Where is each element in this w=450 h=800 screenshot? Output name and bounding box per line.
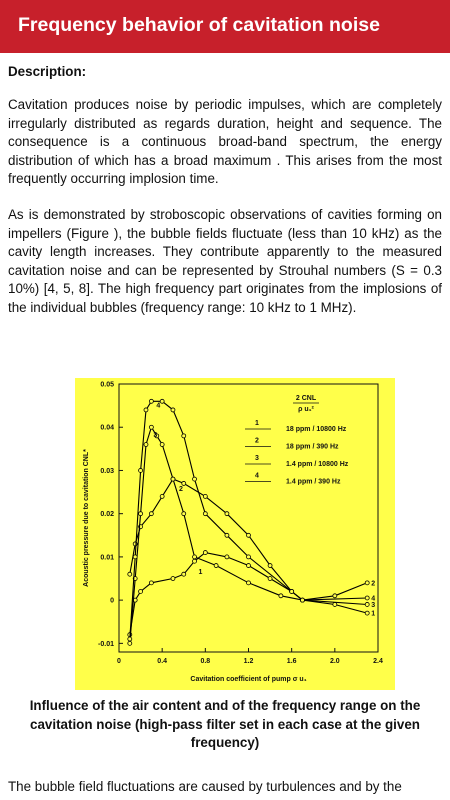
legend-title: 2 CNL	[296, 395, 317, 402]
x-tick-label: 1.6	[287, 658, 297, 665]
y-axis-title: Acoustic pressure due to cavitation CNL*	[83, 449, 90, 587]
description-label: Description:	[8, 64, 87, 79]
data-point	[170, 576, 176, 581]
data-point	[364, 595, 370, 601]
data-point	[192, 554, 197, 560]
y-tick-label: -0.01	[98, 641, 114, 648]
data-point	[138, 468, 143, 473]
x-tick-label: 0.8	[200, 658, 210, 665]
data-point	[202, 493, 208, 499]
data-point	[289, 589, 295, 594]
legend-number: 3	[255, 455, 259, 462]
data-point	[278, 593, 284, 599]
data-point	[332, 602, 338, 607]
legend-number: 4	[255, 473, 259, 480]
data-point	[154, 433, 160, 439]
y-tick-label: 0.04	[100, 425, 114, 432]
data-point	[246, 580, 251, 586]
data-point	[202, 511, 208, 517]
legend-number: 1	[255, 420, 259, 427]
y-tick-label: 0	[110, 598, 114, 605]
data-point	[192, 558, 197, 564]
data-point	[332, 593, 338, 599]
series-end-label: 1	[371, 611, 375, 618]
data-point	[159, 493, 165, 499]
series-end-label: 4	[371, 595, 375, 602]
data-point	[181, 571, 187, 577]
y-tick-label: 0.02	[100, 511, 114, 518]
data-point	[127, 640, 133, 646]
data-point	[181, 481, 187, 486]
data-point	[224, 511, 230, 517]
data-point	[159, 398, 165, 404]
x-tick-label: 1.2	[244, 658, 254, 665]
data-point	[192, 476, 197, 482]
y-tick-label: 0.03	[100, 468, 114, 475]
series-inline-label: 1	[199, 569, 203, 576]
data-point	[148, 511, 154, 517]
data-point	[246, 554, 251, 560]
x-axis-title: Cavitation coefficient of pump σ u₁	[190, 676, 306, 683]
y-tick-label: 0.01	[100, 554, 114, 561]
data-point	[181, 511, 187, 517]
paragraph: The bubble field fluctuations are caused…	[8, 779, 402, 794]
data-point	[181, 433, 187, 439]
data-point	[246, 532, 251, 538]
legend-label: 18 ppm / 390 Hz	[286, 444, 339, 451]
data-point	[127, 571, 133, 577]
header-bar: Frequency behavior of cavitation noise	[0, 0, 450, 53]
y-tick-label: 0.05	[100, 382, 114, 389]
paragraph: Cavitation produces noise by periodic im…	[8, 97, 442, 187]
data-point	[267, 563, 273, 568]
data-point	[267, 576, 273, 581]
data-point	[364, 602, 370, 607]
legend-label: 1.4 ppm / 10800 Hz	[286, 461, 349, 468]
data-point	[143, 407, 149, 413]
data-point	[148, 398, 154, 404]
data-point	[364, 610, 370, 616]
series-inline-label: 4	[156, 402, 160, 409]
data-point	[364, 580, 370, 586]
x-tick-label: 0	[117, 658, 121, 665]
data-point	[143, 442, 149, 447]
data-point	[170, 407, 176, 413]
data-point	[138, 589, 143, 594]
data-point	[159, 442, 165, 447]
data-point	[202, 550, 208, 555]
series-inline-label: 2	[179, 486, 183, 493]
series-inline-label: 3	[153, 432, 157, 439]
series-end-label: 3	[371, 602, 375, 609]
data-point	[213, 563, 219, 568]
legend-title: ρ u₁²	[298, 406, 314, 413]
x-tick-label: 2.0	[330, 658, 340, 665]
figure-caption: Influence of the air content and of the …	[29, 698, 421, 751]
data-point	[148, 580, 154, 586]
legend-label: 18 ppm / 10800 Hz	[286, 426, 347, 433]
data-point	[148, 424, 154, 430]
data-point	[224, 554, 230, 560]
data-point	[127, 636, 133, 642]
x-tick-label: 0.4	[157, 658, 167, 665]
legend-number: 2	[255, 438, 259, 445]
data-point	[170, 476, 176, 482]
data-point	[246, 563, 251, 568]
header-title: Frequency behavior of cavitation noise	[18, 14, 380, 36]
data-point	[132, 554, 138, 560]
data-point	[300, 597, 305, 603]
figure-chart: -0.01 0 0.01 0.02 0.03 0.04 0.05 0 0.4 0.8 1.2 1.6 2…	[75, 378, 395, 690]
series-end-label: 2	[371, 580, 375, 587]
legend-label: 1.4 ppm / 390 Hz	[286, 479, 341, 486]
data-point	[138, 511, 143, 517]
paragraph: As is demonstrated by stroboscopic obser…	[8, 207, 442, 315]
data-point	[224, 532, 230, 538]
x-tick-label: 2.4	[373, 658, 383, 665]
